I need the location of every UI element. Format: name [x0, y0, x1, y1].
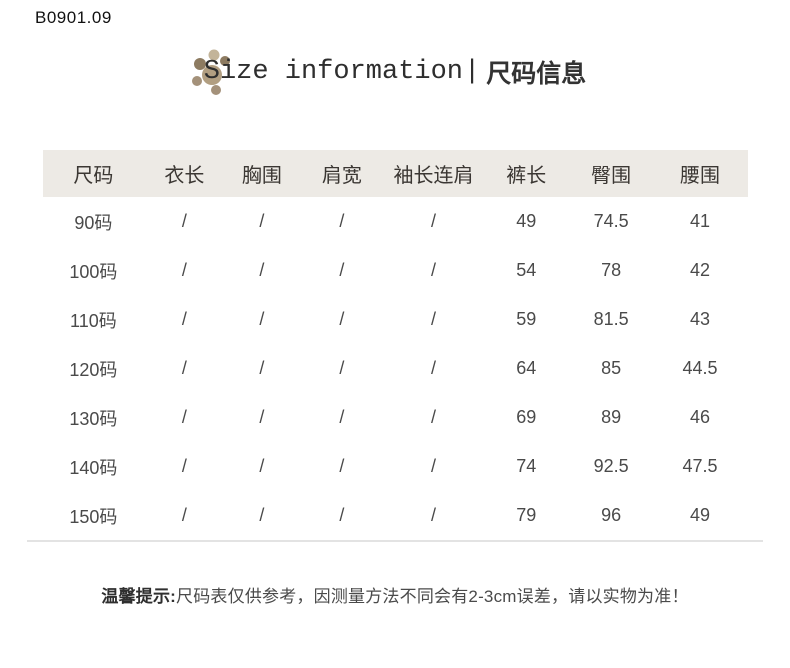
value-cell: 49 [652, 491, 748, 540]
value-cell: 92.5 [570, 442, 653, 491]
value-cell: 79 [482, 491, 571, 540]
value-cell: 89 [570, 393, 653, 442]
header-hip: 臀围 [570, 150, 653, 197]
paw-print-icon [191, 49, 230, 95]
title-chinese: 尺码信息 [486, 60, 587, 88]
value-cell: 81.5 [570, 295, 653, 344]
value-cell: 42 [652, 246, 748, 295]
title-separator: | [464, 57, 481, 87]
value-cell: / [143, 246, 225, 295]
value-cell: / [143, 491, 225, 540]
value-cell: / [143, 295, 225, 344]
table-row: 130码 / / //69 89 46 [43, 393, 748, 442]
size-cell: 100码 [43, 246, 144, 295]
header-garment-length: 衣长 [143, 150, 225, 197]
value-cell: / [384, 393, 483, 442]
table-row: 100码 / / //54 78 42 [43, 246, 748, 295]
title-english: Size information [203, 57, 464, 87]
value-cell: / [298, 491, 385, 540]
title-english-wrap: Size information [191, 49, 464, 95]
value-cell: 54 [482, 246, 571, 295]
value-cell: 49 [482, 197, 571, 246]
value-cell: / [224, 197, 299, 246]
value-cell: / [298, 442, 385, 491]
table-row: 110码 / / //59 81.5 43 [43, 295, 748, 344]
header-size: 尺码 [43, 150, 144, 197]
value-cell: 47.5 [652, 442, 748, 491]
table-bottom-divider [27, 540, 763, 542]
value-cell: / [384, 491, 483, 540]
value-cell: 64 [482, 344, 571, 393]
size-cell: 130码 [43, 393, 144, 442]
value-cell: 78 [570, 246, 653, 295]
value-cell: 44.5 [652, 344, 748, 393]
value-cell: / [224, 442, 299, 491]
header-waist: 腰围 [652, 150, 748, 197]
size-cell: 140码 [43, 442, 144, 491]
value-cell: / [143, 344, 225, 393]
size-cell: 150码 [43, 491, 144, 540]
note-label: 温馨提示: [101, 587, 177, 606]
size-cell: 120码 [43, 344, 144, 393]
size-table: 尺码 衣长 胸围 肩宽 袖长连肩 裤长 臀围 腰围 90码 / / //49 74.5 4… [43, 150, 748, 540]
value-cell: 69 [482, 393, 571, 442]
value-cell: 74.5 [570, 197, 653, 246]
value-cell: / [384, 246, 483, 295]
table-row: 120码 / / //64 85 44.5 [43, 344, 748, 393]
value-cell: 41 [652, 197, 748, 246]
header-chest: 胸围 [224, 150, 299, 197]
value-cell: / [224, 393, 299, 442]
value-cell: / [384, 344, 483, 393]
value-cell: / [224, 295, 299, 344]
value-cell: 59 [482, 295, 571, 344]
value-cell: / [384, 197, 483, 246]
header-sleeve-length: 袖长连肩 [384, 150, 483, 197]
header-pants-length: 裤长 [482, 150, 571, 197]
size-note: 温馨提示:尺码表仅供参考，因测量方法不同会有2-3cm误差，请以实物为准！ [0, 582, 790, 607]
value-cell: 46 [652, 393, 748, 442]
value-cell: / [224, 344, 299, 393]
size-cell: 90码 [43, 197, 144, 246]
table-row: 150码 / / //79 96 49 [43, 491, 748, 540]
value-cell: / [143, 393, 225, 442]
size-cell: 110码 [43, 295, 144, 344]
value-cell: 96 [570, 491, 653, 540]
table-row: 90码 / / //49 74.5 41 [43, 197, 748, 246]
product-code: B0901.09 [35, 8, 112, 27]
value-cell: / [384, 442, 483, 491]
value-cell: / [224, 491, 299, 540]
note-text: 尺码表仅供参考，因测量方法不同会有2-3cm误差，请以实物为准！ [176, 587, 689, 606]
value-cell: / [224, 246, 299, 295]
value-cell: / [298, 393, 385, 442]
header-shoulder-width: 肩宽 [298, 150, 385, 197]
value-cell: / [143, 197, 225, 246]
table-header-row: 尺码 衣长 胸围 肩宽 袖长连肩 裤长 臀围 腰围 [43, 150, 748, 197]
value-cell: 85 [570, 344, 653, 393]
table-row: 140码 / / //74 92.5 47.5 [43, 442, 748, 491]
value-cell: / [298, 197, 385, 246]
value-cell: / [143, 442, 225, 491]
value-cell: / [298, 295, 385, 344]
page-title: Size information | 尺码信息 [0, 49, 790, 95]
value-cell: / [298, 344, 385, 393]
value-cell: 43 [652, 295, 748, 344]
value-cell: / [298, 246, 385, 295]
value-cell: 74 [482, 442, 571, 491]
value-cell: / [384, 295, 483, 344]
